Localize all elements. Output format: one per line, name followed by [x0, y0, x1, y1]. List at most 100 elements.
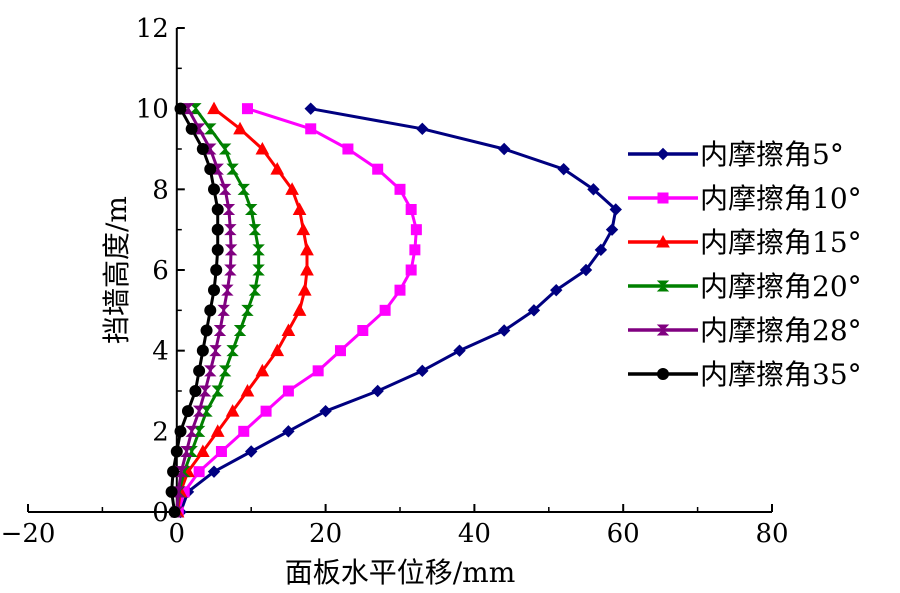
series-1	[175, 103, 621, 517]
data-point	[343, 144, 353, 154]
data-point	[417, 123, 428, 134]
data-point	[358, 326, 368, 336]
data-point	[499, 144, 510, 155]
data-point	[395, 285, 405, 295]
data-point	[182, 406, 193, 417]
legend-item: 内摩擦角10°	[628, 182, 862, 215]
data-point	[201, 325, 212, 336]
data-point	[186, 123, 197, 134]
data-point	[171, 446, 182, 457]
series-line	[178, 109, 307, 512]
data-point	[205, 366, 215, 376]
data-point	[200, 386, 210, 396]
data-point	[254, 265, 264, 275]
data-point	[169, 507, 180, 518]
data-point	[250, 285, 260, 295]
data-point	[194, 365, 205, 376]
data-point	[220, 184, 230, 194]
legend-item: 内摩擦角15°	[628, 226, 862, 259]
legend-label: 内摩擦角10°	[700, 182, 862, 215]
data-point	[305, 103, 316, 114]
data-point	[242, 104, 252, 114]
data-point	[197, 144, 208, 155]
data-point	[261, 406, 271, 416]
data-point	[607, 224, 618, 235]
legend-marker	[658, 193, 668, 203]
data-point	[282, 325, 294, 336]
data-point	[380, 305, 390, 315]
data-point	[294, 204, 306, 215]
legend-label: 内摩擦角28°	[700, 314, 862, 347]
data-point	[283, 386, 293, 396]
data-point	[210, 346, 220, 356]
data-point	[373, 164, 383, 174]
data-point	[411, 225, 421, 235]
x-tick-label: 0	[169, 519, 186, 549]
y-tick-label: 0	[152, 498, 169, 528]
y-tick-label: 4	[152, 337, 169, 367]
data-point	[211, 265, 222, 276]
y-axis-label: 挡墙高度/m	[100, 196, 133, 344]
x-tick-label: 20	[309, 519, 342, 549]
legend-item: 内摩擦角35°	[628, 358, 862, 391]
legend-marker	[658, 149, 669, 160]
data-point	[205, 124, 215, 134]
data-point	[215, 326, 225, 336]
data-point	[320, 406, 331, 417]
data-point	[216, 447, 226, 457]
data-point	[406, 205, 416, 215]
data-point	[194, 406, 204, 416]
data-point	[335, 346, 345, 356]
x-axis-label: 面板水平位移/mm	[285, 556, 516, 589]
legend-label: 内摩擦角15°	[700, 226, 862, 259]
data-point	[410, 245, 420, 255]
y-tick-label: 2	[152, 417, 169, 447]
data-point	[246, 205, 256, 215]
data-point	[454, 345, 465, 356]
y-tick-label: 8	[152, 175, 169, 205]
data-point	[209, 285, 220, 296]
data-point	[222, 285, 232, 295]
legend-label: 内摩擦角35°	[700, 358, 862, 391]
data-point	[194, 467, 204, 477]
data-point	[166, 486, 177, 497]
data-point	[250, 225, 260, 235]
data-point	[187, 426, 197, 436]
data-point	[213, 386, 223, 396]
data-point	[271, 345, 283, 356]
x-tick-label: 40	[458, 519, 491, 549]
legend-marker	[658, 369, 669, 380]
data-point	[254, 245, 264, 255]
data-point	[306, 124, 316, 134]
legend-label: 内摩擦角5°	[700, 138, 844, 171]
data-point	[212, 204, 223, 215]
data-point	[205, 164, 216, 175]
data-point	[228, 346, 238, 356]
y-tick-label: 10	[136, 95, 169, 125]
data-point	[219, 305, 229, 315]
data-point	[246, 446, 257, 457]
data-point	[209, 184, 220, 195]
data-point	[242, 305, 252, 315]
line-chart: −20 0 20 40 60 80024681012 内摩擦角5°内摩擦角10°内摩擦角1…	[0, 0, 900, 593]
data-point	[235, 326, 245, 336]
x-tick-label: 60	[607, 519, 640, 549]
data-point	[197, 345, 208, 356]
legend: 内摩擦角5° 内摩擦角10° 内摩擦角15° 内摩擦角20° 内摩擦角28° 内摩擦角35…	[628, 138, 862, 391]
data-point	[168, 466, 179, 477]
data-point	[212, 224, 223, 235]
data-point	[406, 265, 416, 275]
data-point	[301, 264, 313, 275]
data-point	[239, 184, 249, 194]
data-point	[417, 365, 428, 376]
data-point	[395, 184, 405, 194]
data-point	[175, 103, 186, 114]
data-point	[225, 265, 235, 275]
series-layer	[166, 103, 621, 518]
data-point	[175, 426, 186, 437]
y-tick-label: 6	[152, 256, 169, 286]
data-point	[181, 447, 191, 457]
y-tick-label: 12	[136, 14, 169, 44]
data-point	[226, 245, 236, 255]
legend-item: 内摩擦角5°	[628, 138, 844, 171]
